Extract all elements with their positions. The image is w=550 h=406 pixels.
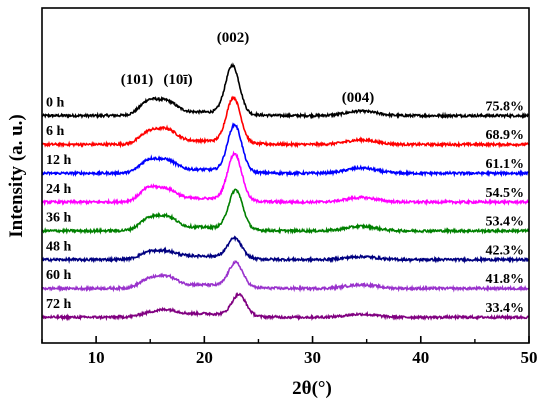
- series-label-72h: 72 h: [46, 297, 72, 312]
- crystallinity-label-6h: 68.9%: [486, 128, 525, 143]
- series-label-24h: 24 h: [46, 182, 72, 197]
- peak-label-2: (002): [217, 30, 250, 46]
- crystallinity-label-0h: 75.8%: [486, 99, 525, 114]
- series-label-36h: 36 h: [46, 211, 72, 226]
- plot-frame: [41, 7, 530, 344]
- peak-label-3: (004): [342, 90, 375, 106]
- x-axis-label: 2θ(°): [292, 378, 332, 399]
- x-tick-label-30: 30: [304, 348, 321, 367]
- series-line-36h: [41, 188, 530, 235]
- x-tick-label-20: 20: [196, 348, 213, 367]
- x-tick-label-10: 10: [88, 348, 105, 367]
- series-line-60h: [41, 260, 530, 293]
- series-line-24h: [41, 150, 530, 207]
- peak-label-1: (10ī): [163, 72, 192, 88]
- series-label-6h: 6 h: [46, 124, 65, 139]
- crystallinity-label-60h: 41.8%: [486, 272, 525, 287]
- x-tick-label-40: 40: [412, 348, 429, 367]
- y-axis-label: Intensity (a. u.): [6, 114, 27, 238]
- axes-group: 10 20 30 40 50: [41, 7, 538, 367]
- crystallinity-label-48h: 42.3%: [486, 243, 525, 258]
- crystallinity-label-24h: 54.5%: [486, 186, 525, 201]
- x-tick-label-50: 50: [521, 348, 538, 367]
- series-label-0h: 0 h: [46, 95, 65, 110]
- series-label-12h: 12 h: [46, 153, 72, 168]
- label-group: 0 h 75.8% 6 h 68.9% 12 h 61.1% 24 h 54.5% 36 h 53…: [46, 30, 524, 316]
- crystallinity-label-72h: 33.4%: [486, 301, 525, 316]
- series-line-48h: [41, 235, 530, 264]
- series-line-12h: [41, 122, 530, 178]
- peak-label-0: (101): [121, 72, 154, 88]
- series-label-60h: 60 h: [46, 268, 72, 283]
- crystallinity-label-36h: 53.4%: [486, 215, 525, 230]
- series-label-48h: 48 h: [46, 239, 72, 254]
- series-line-6h: [41, 95, 530, 149]
- series-line-72h: [41, 291, 530, 322]
- crystallinity-label-12h: 61.1%: [486, 157, 525, 172]
- trace-group: [41, 62, 530, 322]
- series-line-0h: [41, 62, 530, 120]
